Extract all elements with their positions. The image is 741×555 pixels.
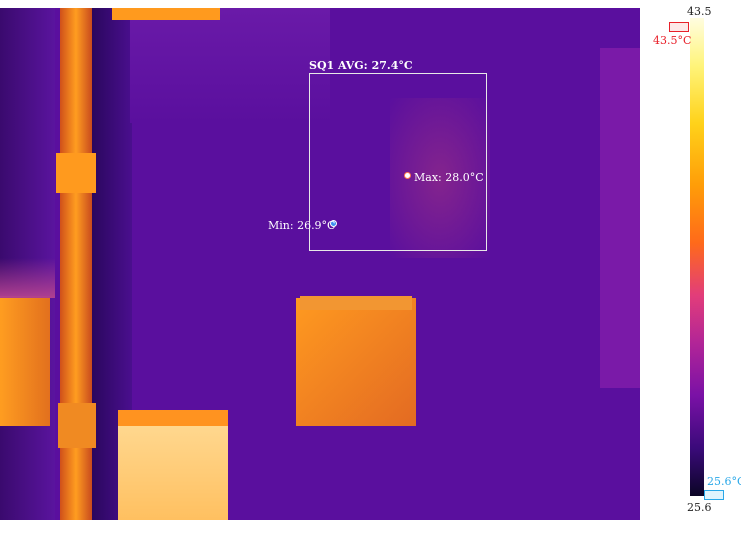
warm-pipe-joint-bottom — [58, 403, 96, 448]
max-point-label: Max: 28.0°C — [414, 171, 484, 184]
cool-region-right — [600, 48, 640, 388]
roi-label: SQ1 AVG: 27.4°C — [309, 59, 413, 72]
color-scale-panel: 43.5 25.6 43.5°C 25.6°C — [640, 5, 741, 520]
roi-box[interactable] — [309, 73, 487, 251]
scale-max-value: 43.5 — [687, 5, 712, 18]
low-marker-label: 25.6°C — [707, 475, 741, 488]
cool-region-top — [130, 8, 330, 123]
max-point-marker[interactable] — [404, 172, 411, 179]
warm-box-bottom-rim — [118, 410, 228, 426]
warm-box-bottom — [118, 423, 228, 520]
warm-haze-left — [0, 258, 55, 298]
high-marker-handle[interactable] — [669, 22, 689, 32]
color-scale-bar — [690, 18, 704, 496]
scale-min-value: 25.6 — [687, 501, 712, 514]
thermal-image — [0, 8, 640, 520]
warm-box-center-top — [300, 296, 412, 310]
warm-box-left — [0, 296, 50, 426]
warm-pipe-joint — [56, 153, 96, 193]
high-marker-label: 43.5°C — [653, 34, 692, 47]
low-marker-handle[interactable] — [704, 490, 724, 500]
min-point-marker[interactable] — [330, 220, 337, 227]
warm-top-strip — [112, 8, 220, 20]
min-point-label: Min: 26.9°C — [268, 219, 336, 232]
warm-box-center — [296, 298, 416, 426]
